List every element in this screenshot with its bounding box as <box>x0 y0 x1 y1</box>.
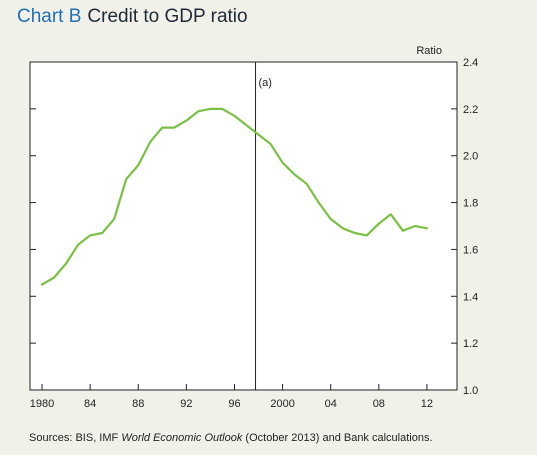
x-tick-label: 92 <box>180 398 192 410</box>
credit-to-gdp-series-line <box>40 107 428 286</box>
x-tick-label: 12 <box>421 398 433 410</box>
x-tick-label: 88 <box>132 398 144 410</box>
marker-label: (a) <box>259 77 272 89</box>
y-tick-label: 1.2 <box>463 338 478 350</box>
y-tick-label: 1.8 <box>463 198 478 210</box>
chart-number-label: Chart B <box>17 6 82 27</box>
x-tick-label: 1980 <box>30 398 54 410</box>
series-layer <box>40 107 428 286</box>
x-tick-label: 2000 <box>270 398 294 410</box>
x-tick-label: 96 <box>228 398 240 410</box>
y-tick-label: 1.4 <box>463 291 478 303</box>
plot-area <box>29 61 458 391</box>
source-suffix: (October 2013) and Bank calculations. <box>242 432 433 444</box>
source-publication: World Economic Outlook <box>121 432 243 444</box>
y-tick-label: 2.2 <box>463 104 478 116</box>
y-tick-label: 2.4 <box>463 57 478 69</box>
x-tick-label: 84 <box>84 398 96 410</box>
chart-title-text: Credit to GDP ratio <box>87 6 248 27</box>
y-tick-label: 2.0 <box>463 151 478 163</box>
ticks-layer: 1.0 1.2 1.4 1.6 1.8 2.0 2.2 2.4 1980 84 88 92 96 2000… <box>30 57 479 410</box>
source-note: Sources: BIS, IMF World Economic Outlook… <box>29 432 433 444</box>
x-tick-label: 08 <box>373 398 385 410</box>
chart-title: Chart B Credit to GDP ratio <box>17 6 248 28</box>
y-tick-label: 1.0 <box>463 385 478 397</box>
y-axis-title: Ratio <box>416 45 442 57</box>
source-prefix: Sources: BIS, IMF <box>29 432 122 444</box>
x-tick-label: 04 <box>325 398 337 410</box>
y-tick-label: 1.6 <box>463 244 478 256</box>
